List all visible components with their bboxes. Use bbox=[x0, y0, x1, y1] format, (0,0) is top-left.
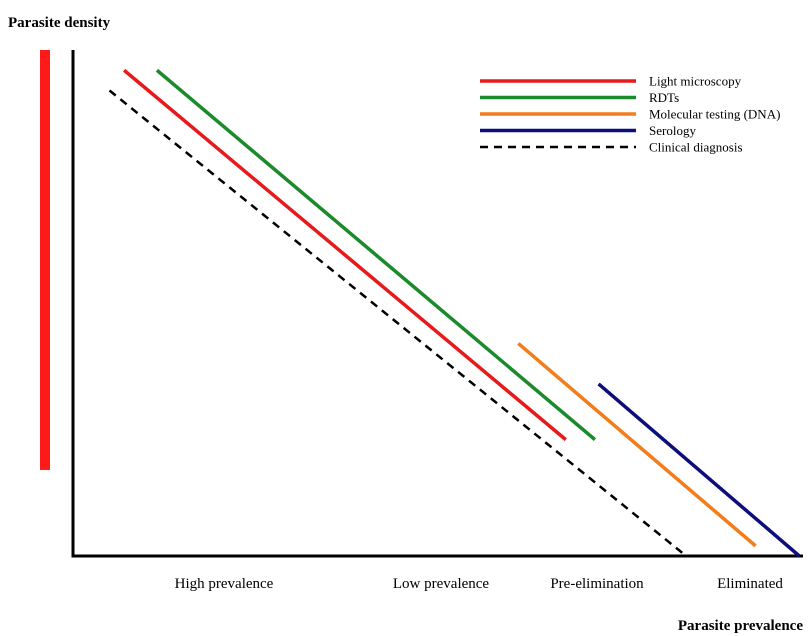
series-line-rdts bbox=[155, 68, 597, 441]
y-axis-title: Parasite density bbox=[8, 15, 111, 31]
x-tick-label-low-prevalence: Low prevalence bbox=[393, 576, 490, 592]
axes bbox=[71, 50, 803, 558]
series-line-serology bbox=[597, 382, 801, 558]
x-tick-label-pre-elimination: Pre-elimination bbox=[550, 576, 644, 592]
x-tick-label-eliminated: Eliminated bbox=[717, 576, 783, 592]
x-tick-labels: High prevalence Low prevalence Pre-elimina… bbox=[175, 576, 784, 592]
x-axis-title: Parasite prevalence bbox=[678, 618, 803, 634]
series-line-clinical-diagnosis bbox=[108, 89, 687, 557]
series-line-light-microscopy bbox=[122, 68, 567, 441]
legend-label-molecular-testing-dna: Molecular testing (DNA) bbox=[649, 107, 780, 122]
density-bar-layer bbox=[40, 50, 50, 470]
series-line-molecular-testing-dna bbox=[517, 342, 757, 548]
series-layer bbox=[108, 68, 801, 558]
legend-label-clinical-diagnosis: Clinical diagnosis bbox=[649, 140, 743, 155]
density-gradient-bar bbox=[40, 50, 50, 470]
legend-label-rdts: RDTs bbox=[649, 90, 679, 105]
legend-label-light-microscopy: Light microscopy bbox=[649, 74, 742, 89]
x-tick-label-high-prevalence: High prevalence bbox=[175, 576, 274, 592]
legend-label-serology: Serology bbox=[649, 123, 696, 138]
